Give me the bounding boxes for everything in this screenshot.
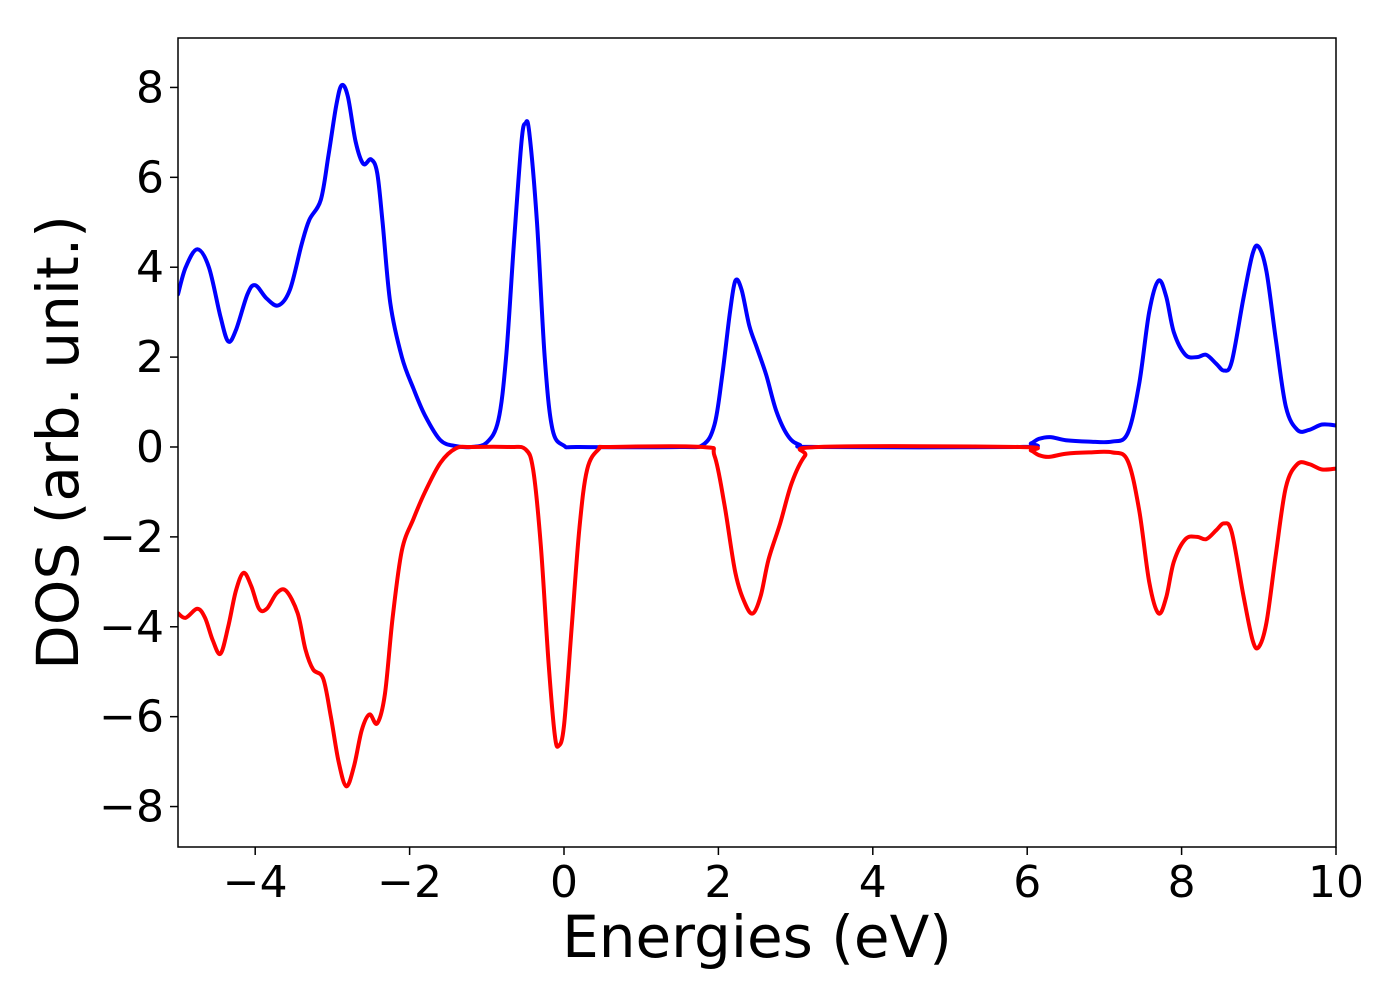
plot-frame bbox=[177, 37, 1337, 848]
x-tick-label: 0 bbox=[550, 857, 578, 908]
x-axis-ticks: −4 −2 0 2 4 6 8 10 bbox=[223, 847, 1364, 908]
series-layer bbox=[178, 82, 1336, 789]
x-tick-label: −2 bbox=[377, 857, 442, 908]
y-tick-label: 4 bbox=[136, 242, 164, 293]
y-tick-label: −8 bbox=[99, 782, 164, 833]
x-tick-label: 4 bbox=[859, 857, 887, 908]
x-axis-label: Energies (eV) bbox=[562, 903, 952, 971]
series-line-down bbox=[178, 444, 1336, 789]
y-tick-label: −4 bbox=[99, 602, 164, 653]
y-tick-label: 0 bbox=[136, 422, 164, 473]
y-tick-label: 2 bbox=[136, 332, 164, 383]
x-tick-label: 10 bbox=[1308, 857, 1364, 908]
x-tick-label: 8 bbox=[1168, 857, 1196, 908]
y-tick-label: 6 bbox=[136, 152, 164, 203]
x-tick-label: 6 bbox=[1013, 857, 1041, 908]
y-axis-ticks: −8 −6 −4 −2 0 2 4 6 8 bbox=[99, 62, 178, 833]
x-tick-label: −4 bbox=[223, 857, 288, 908]
y-tick-label: −2 bbox=[99, 512, 164, 563]
x-tick-label: 2 bbox=[704, 857, 732, 908]
y-tick-label: −6 bbox=[99, 692, 164, 743]
y-axis-label: DOS (arb. unit.) bbox=[24, 215, 92, 670]
y-tick-label: 8 bbox=[136, 62, 164, 113]
